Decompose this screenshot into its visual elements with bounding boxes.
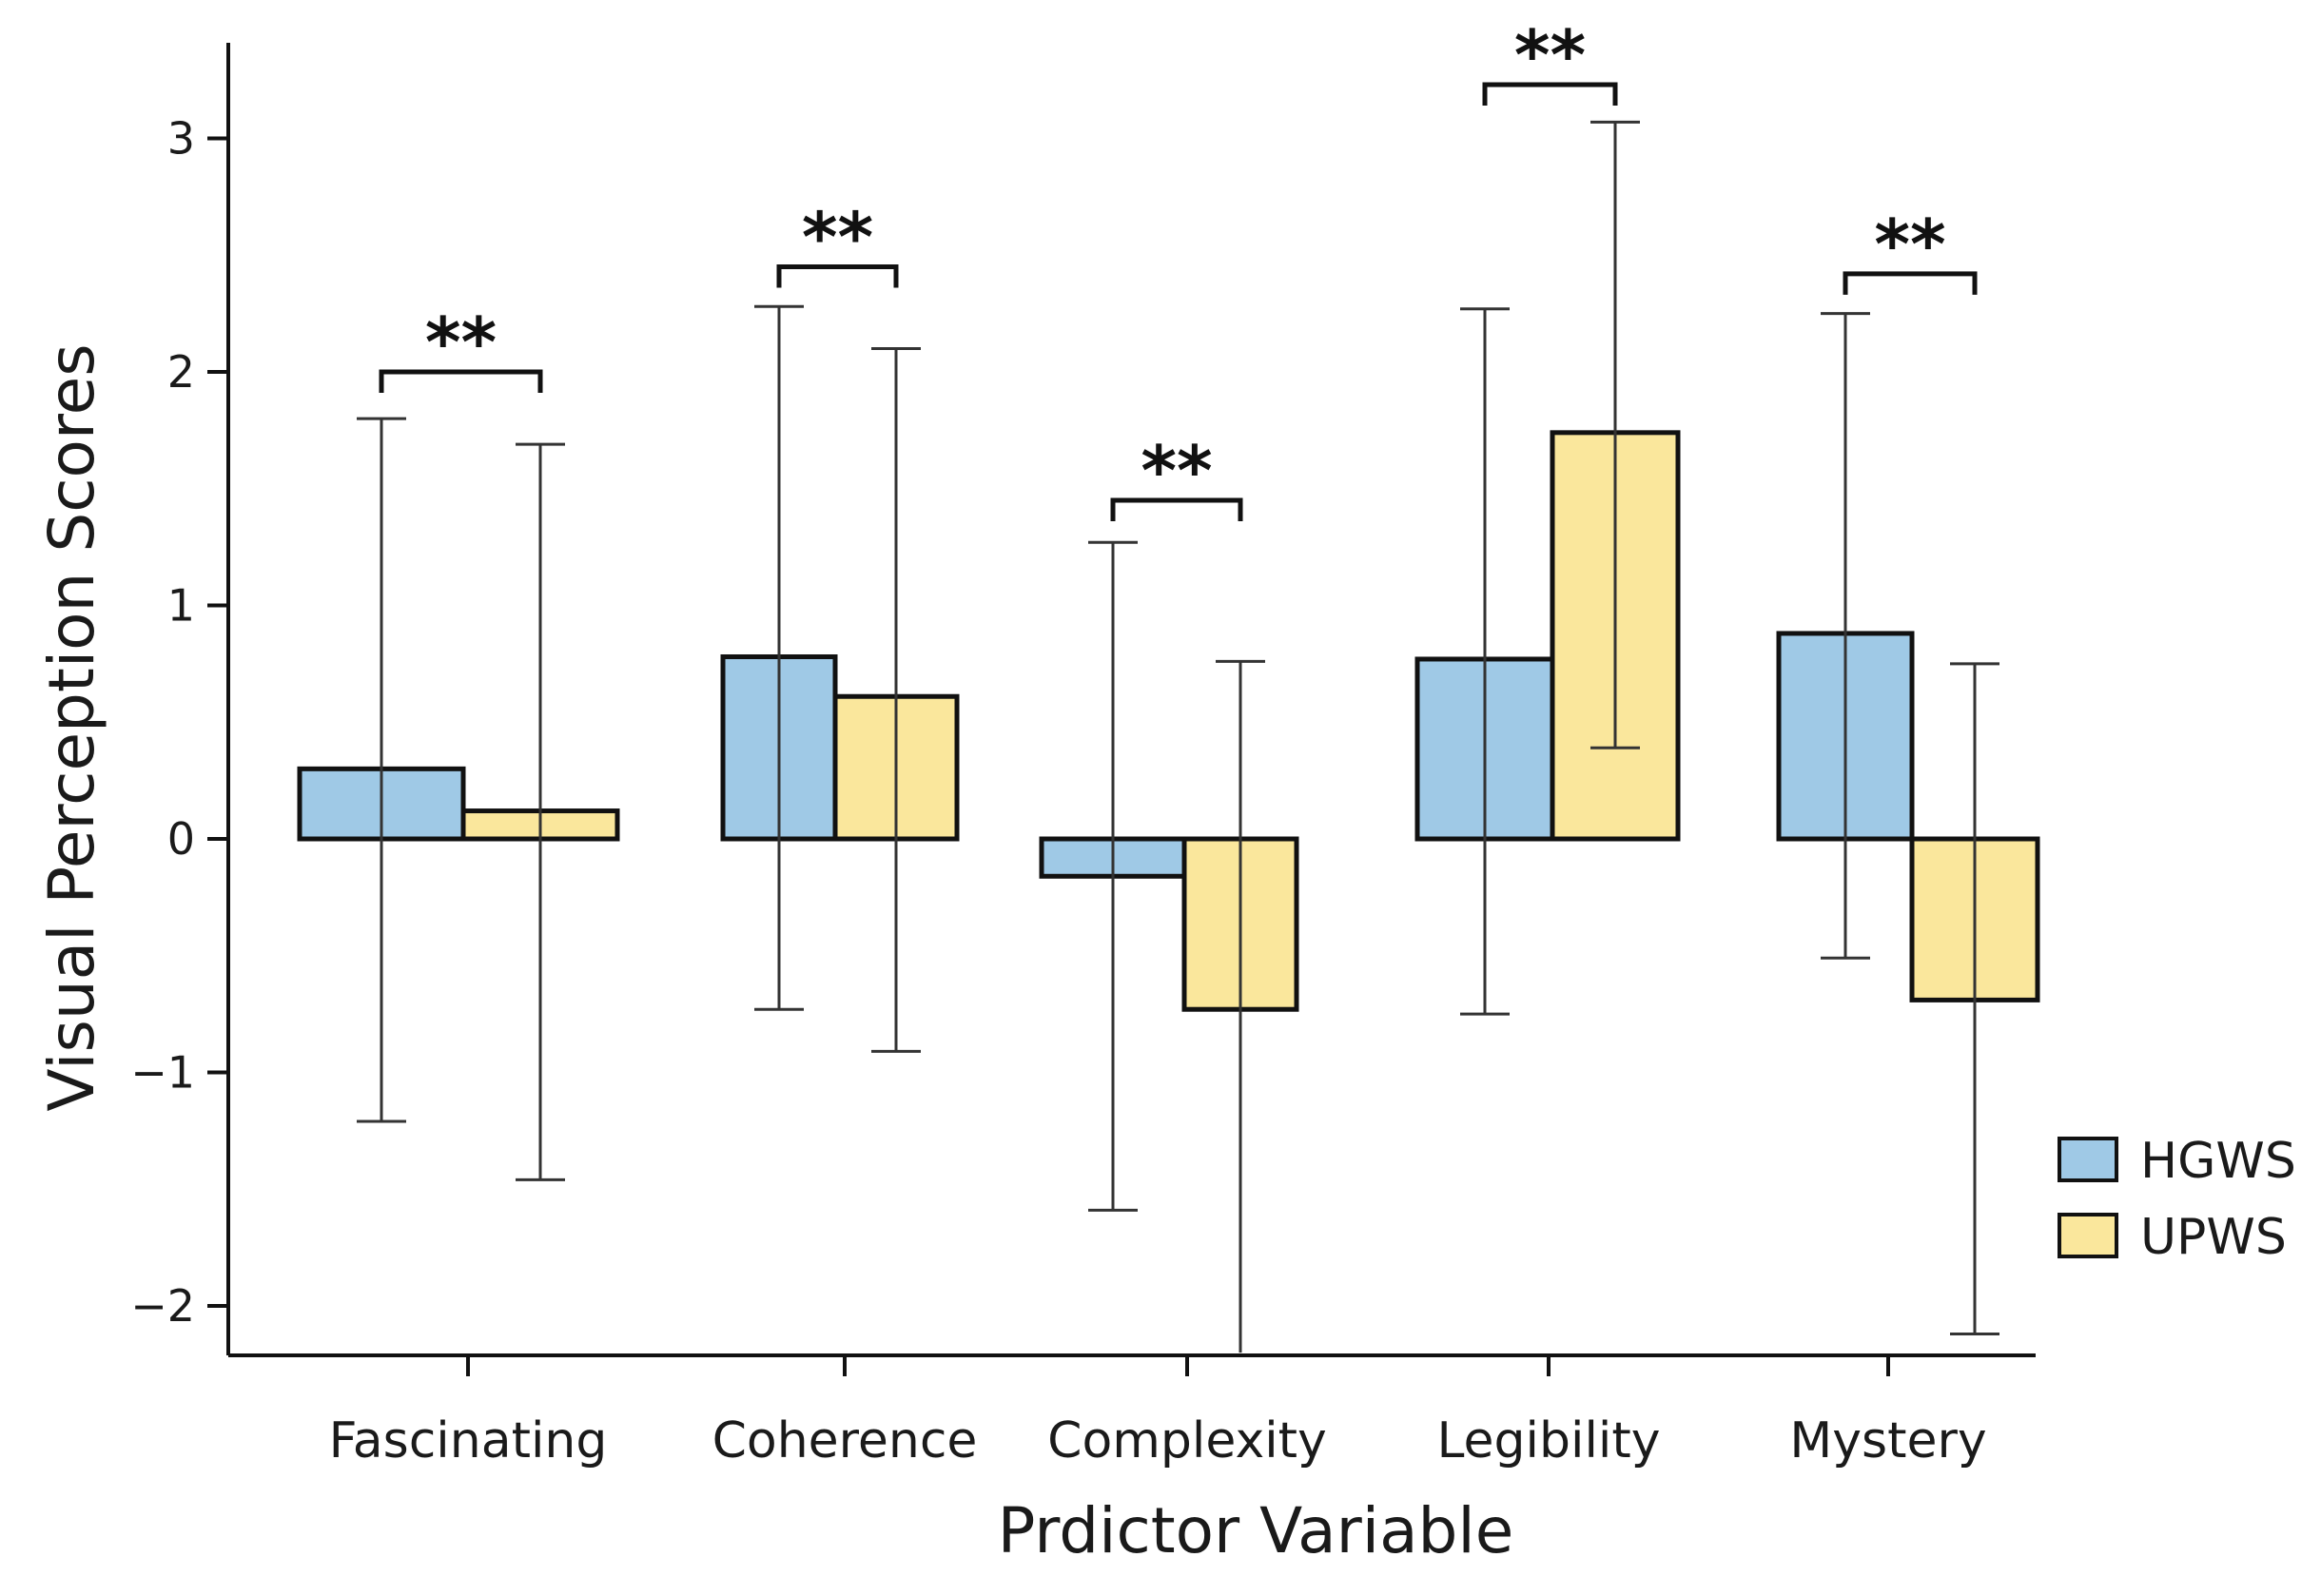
axes (226, 43, 2036, 1357)
legend-label-upws: UPWS (2140, 1209, 2287, 1266)
y-ticks: −2 −1 0 1 2 3 (130, 113, 228, 1332)
category-label: Fascinating (329, 1412, 608, 1469)
y-tick-label: 1 (167, 580, 195, 632)
significance-bracket (776, 264, 899, 288)
significance-label: ** (1141, 431, 1212, 511)
significance-bracket (1843, 271, 1978, 295)
category-label: Legibility (1436, 1412, 1660, 1469)
category-label: Coherence (712, 1412, 978, 1469)
significance-bracket (379, 369, 543, 393)
bars (297, 430, 2040, 1012)
y-tick-label: −2 (130, 1280, 195, 1332)
legend-swatch-upws (2058, 1213, 2118, 1258)
legend-swatch-hgws (2058, 1137, 2118, 1182)
significance-label: ** (1874, 204, 1945, 284)
significance-bracket (1482, 82, 1618, 107)
significance-label: ** (425, 302, 497, 382)
legend-label-hgws: HGWS (2140, 1133, 2296, 1190)
y-tick-label: 2 (167, 346, 195, 398)
y-tick-label: 0 (167, 813, 195, 865)
legend: HGWS UPWS (2058, 1133, 2296, 1266)
x-axis-title: Prdictor Variable (998, 1494, 1514, 1567)
y-tick-label: −1 (130, 1047, 195, 1099)
error-bars (357, 120, 1999, 1353)
significance-brackets: ** ** ** ** ** (379, 15, 1978, 522)
y-tick-label: 3 (167, 113, 195, 165)
x-ticks: Fascinating Coherence Complexity Legibility… (329, 1355, 1987, 1469)
category-label: Mystery (1789, 1412, 1986, 1469)
significance-label: ** (802, 198, 873, 278)
significance-label: ** (1514, 15, 1586, 95)
category-label: Complexity (1047, 1412, 1327, 1469)
significance-bracket (1110, 497, 1243, 522)
y-axis-title: Visual Perception Scores (35, 343, 108, 1111)
